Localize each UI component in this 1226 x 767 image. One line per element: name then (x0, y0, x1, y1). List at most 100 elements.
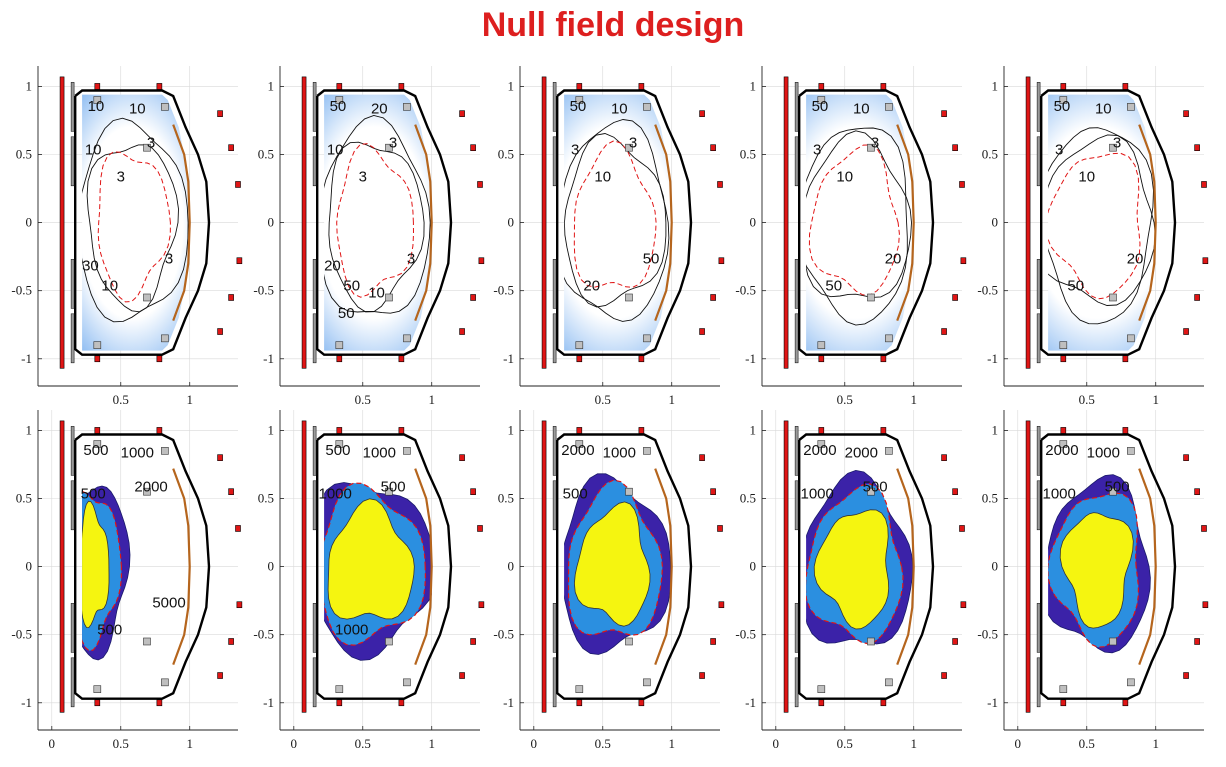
pf-coil (478, 257, 485, 265)
inner-wall-segment (552, 136, 557, 187)
contour-label: 1000 (800, 486, 833, 503)
contour-line (806, 127, 908, 326)
y-tick-label: -0.5 (253, 627, 274, 642)
contour-line (564, 119, 670, 322)
pf-coil (576, 355, 583, 363)
level-2000-fill (573, 501, 651, 627)
probe-tile (575, 96, 584, 104)
central-solenoid (541, 76, 547, 369)
contour-label: 1000 (1087, 445, 1120, 462)
field-shading (82, 94, 190, 351)
probe-tile (143, 637, 151, 646)
y-tick-label: 1 (26, 422, 33, 437)
inner-wall-segment (794, 480, 799, 531)
pf-coil (470, 294, 476, 301)
inner-wall-segment (312, 426, 317, 476)
vacuum-vessel-outline (1039, 89, 1177, 356)
pf-coil (941, 672, 947, 679)
vacuum-vessel-outline (798, 89, 935, 356)
contour-label: 3 (571, 142, 579, 159)
pf-coil (638, 427, 645, 434)
contour-label: 500 (1105, 479, 1130, 496)
pf-coil (398, 355, 405, 363)
probe-tile (817, 685, 826, 693)
pf-coil (459, 328, 465, 335)
inner-wall-segment (552, 603, 557, 653)
pf-coil (1194, 294, 1200, 301)
inner-wall-segment (312, 657, 317, 708)
contour-label: 50 (570, 98, 587, 115)
contour-dashed (336, 143, 415, 298)
pf-coil (217, 454, 223, 461)
probe-tile (403, 103, 411, 111)
pf-coil (1194, 638, 1200, 645)
contour-label: 20 (885, 250, 902, 267)
contour-label: 30 (82, 257, 99, 274)
y-tick-label: -1 (745, 695, 756, 710)
pf-coil (94, 355, 101, 363)
level-2000-fill (813, 509, 890, 630)
y-tick-label: -1 (987, 351, 998, 366)
probe-tile (1109, 293, 1117, 302)
pf-coil (156, 427, 163, 434)
pf-coil (576, 83, 583, 90)
contour-line (324, 115, 431, 314)
pf-coil (217, 110, 223, 117)
contour-label: 2000 (134, 479, 167, 496)
pf-coil (952, 294, 958, 301)
probe-tile (161, 334, 169, 343)
y-tick-label: 0 (750, 215, 757, 230)
contour-label: 500 (81, 486, 106, 503)
pf-coil (236, 257, 243, 265)
level-fills (1048, 474, 1151, 654)
limiter-outline (414, 468, 433, 665)
pf-coil (959, 525, 965, 532)
vacuum-vessel-outline (798, 433, 935, 700)
pf-coil (228, 294, 234, 301)
probe-tile (885, 447, 893, 455)
inner-wall-segment (312, 136, 317, 187)
contour-label: 3 (871, 135, 879, 152)
x-tick-label: 1 (428, 392, 435, 407)
contour-label: 20 (583, 278, 600, 295)
pf-coil (217, 328, 223, 335)
pf-coil (1201, 181, 1207, 188)
y-tick-label: -0.5 (493, 283, 514, 298)
probe-tile (817, 440, 826, 448)
y-tick-label: 0.5 (982, 147, 998, 162)
level-fills (324, 482, 432, 661)
contour-label: 1000 (335, 622, 368, 639)
y-tick-label: 1 (750, 78, 757, 93)
pf-coil (1183, 328, 1189, 335)
pf-coil (1122, 83, 1129, 90)
contour-label: 2000 (845, 445, 878, 462)
pf-coil (880, 699, 887, 707)
pf-coil (1183, 672, 1189, 679)
inner-wall-segment (70, 136, 75, 187)
y-tick-label: -0.5 (11, 627, 32, 642)
pf-coil (470, 488, 476, 496)
inner-wall-segment (1036, 82, 1041, 132)
central-solenoid (301, 420, 307, 713)
probe-tile (93, 341, 102, 349)
level-fills (82, 485, 131, 661)
pf-coil (470, 144, 476, 152)
y-tick-label: 1 (268, 78, 275, 93)
figure-title: Null field design (481, 6, 745, 44)
limiter-outline (654, 124, 673, 321)
contour-line (1048, 127, 1154, 325)
y-tick-label: 0 (508, 215, 515, 230)
contour-label: 1000 (363, 445, 396, 462)
probe-tile (385, 637, 393, 646)
contour-label: 3 (1055, 142, 1063, 159)
contour-label: 20 (324, 257, 341, 274)
limiter-outline (1138, 468, 1157, 665)
inner-wall-segment (552, 259, 557, 309)
pf-coil (336, 83, 343, 90)
probe-tile (161, 678, 169, 687)
contour-label: 10 (85, 142, 102, 159)
pf-coil (638, 83, 645, 90)
probe-tile (643, 678, 651, 687)
y-tick-label: -0.5 (253, 283, 274, 298)
panel-r2-c3: 1 0.5 0 -0.5 -1 0 0.5 1 2000 1000 500 (493, 410, 725, 751)
